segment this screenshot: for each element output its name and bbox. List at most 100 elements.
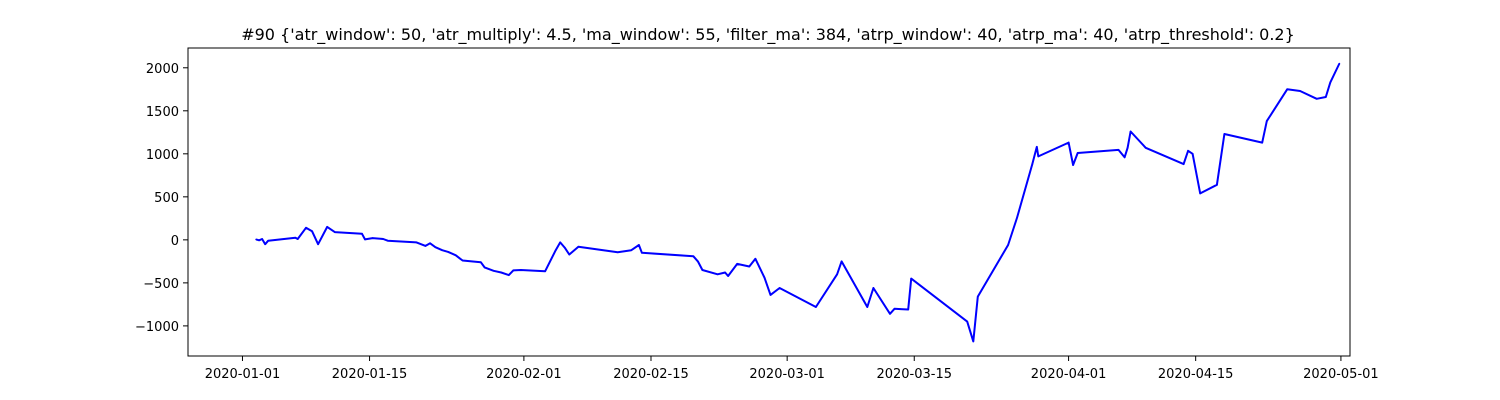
x-tick-label: 2020-04-01 xyxy=(1031,367,1107,382)
x-tick-label: 2020-03-15 xyxy=(876,367,952,382)
data-point xyxy=(447,251,450,253)
data-point xyxy=(1129,130,1132,133)
data-point xyxy=(305,227,307,229)
data-point xyxy=(748,265,751,268)
y-tick-label: 1000 xyxy=(146,148,179,163)
data-point xyxy=(568,253,571,256)
data-point xyxy=(559,241,561,244)
data-point xyxy=(1126,147,1129,149)
data-point xyxy=(616,251,619,254)
x-tick-label: 2020-04-15 xyxy=(1158,367,1234,382)
data-point xyxy=(483,266,486,269)
data-point xyxy=(255,238,257,241)
data-point xyxy=(724,271,726,274)
data-point xyxy=(727,275,729,277)
data-point xyxy=(630,249,633,251)
data-point xyxy=(267,239,270,242)
data-point xyxy=(563,246,566,249)
data-point xyxy=(692,255,695,257)
x-tick-label: 2020-01-01 xyxy=(205,367,281,382)
y-tick-label: 1500 xyxy=(146,105,179,120)
data-point xyxy=(736,263,738,265)
data-point xyxy=(910,277,912,280)
x-tick-label: 2020-01-15 xyxy=(332,367,408,382)
data-point xyxy=(899,308,902,310)
data-point xyxy=(701,269,704,271)
data-point xyxy=(977,295,979,298)
data-point xyxy=(866,306,869,308)
data-point xyxy=(500,271,503,274)
plot-frame xyxy=(187,47,1351,357)
x-tick-label: 2020-02-15 xyxy=(613,367,689,382)
data-point xyxy=(1144,147,1147,149)
data-point xyxy=(966,320,968,323)
data-point xyxy=(1182,163,1185,165)
data-point xyxy=(382,238,385,240)
data-point xyxy=(1036,146,1038,148)
data-point xyxy=(261,238,263,240)
data-point xyxy=(441,249,444,251)
data-point xyxy=(697,260,699,263)
x-tick-label: 2020-02-01 xyxy=(486,367,562,382)
data-point xyxy=(1031,163,1034,165)
data-point xyxy=(907,308,909,311)
data-point xyxy=(1325,96,1327,98)
data-point xyxy=(311,230,313,233)
data-point xyxy=(434,246,437,248)
data-point xyxy=(1199,192,1201,195)
data-point xyxy=(520,269,522,271)
data-point xyxy=(840,260,843,263)
data-points xyxy=(255,62,1341,343)
data-point xyxy=(1299,90,1301,92)
data-point xyxy=(1007,244,1009,246)
x-axis: 2020-01-01 2020-01-15 2020-02-01 2020-02-15… xyxy=(205,356,1379,382)
data-point xyxy=(296,238,299,240)
data-point xyxy=(769,294,772,296)
data-point xyxy=(1338,62,1341,65)
data-point xyxy=(972,340,975,343)
data-point xyxy=(872,287,875,289)
data-point xyxy=(429,242,431,245)
data-point xyxy=(264,243,267,245)
data-point xyxy=(361,233,363,235)
data-point xyxy=(1117,149,1120,151)
y-axis: −1000 −500 0 500 1000 1500 2000 xyxy=(135,62,188,335)
data-point xyxy=(778,287,781,289)
plot-area: 2020-01-01 2020-01-15 2020-02-01 2020-02-15… xyxy=(135,47,1379,382)
data-point xyxy=(1037,155,1040,158)
data-point xyxy=(424,245,427,247)
data-point xyxy=(492,270,495,272)
y-tick-label: 0 xyxy=(171,234,179,249)
data-point xyxy=(815,306,817,308)
data-point xyxy=(1187,150,1189,152)
data-point xyxy=(1223,133,1226,135)
data-point xyxy=(371,237,374,239)
data-point xyxy=(386,239,389,242)
y-tick-label: −1000 xyxy=(135,320,179,335)
data-point xyxy=(459,258,462,260)
y-tick-label: 2000 xyxy=(146,62,179,77)
data-point xyxy=(294,236,297,239)
data-point xyxy=(1286,88,1288,91)
data-point xyxy=(461,259,464,262)
data-point xyxy=(334,231,336,233)
data-point xyxy=(1123,156,1126,159)
data-point xyxy=(893,307,896,310)
data-point xyxy=(754,258,757,260)
data-point xyxy=(512,269,515,272)
data-point xyxy=(577,245,580,248)
data-point xyxy=(1315,98,1318,100)
data-point xyxy=(763,276,766,279)
data-point xyxy=(508,274,510,276)
data-point xyxy=(455,254,457,257)
data-point xyxy=(889,313,891,315)
equity-curve-line xyxy=(255,63,1341,343)
data-point xyxy=(1067,141,1070,144)
data-point xyxy=(554,249,557,251)
data-point xyxy=(836,273,838,276)
data-point xyxy=(544,270,546,273)
data-point xyxy=(1329,81,1332,84)
data-point xyxy=(638,244,640,246)
data-point xyxy=(480,261,482,264)
